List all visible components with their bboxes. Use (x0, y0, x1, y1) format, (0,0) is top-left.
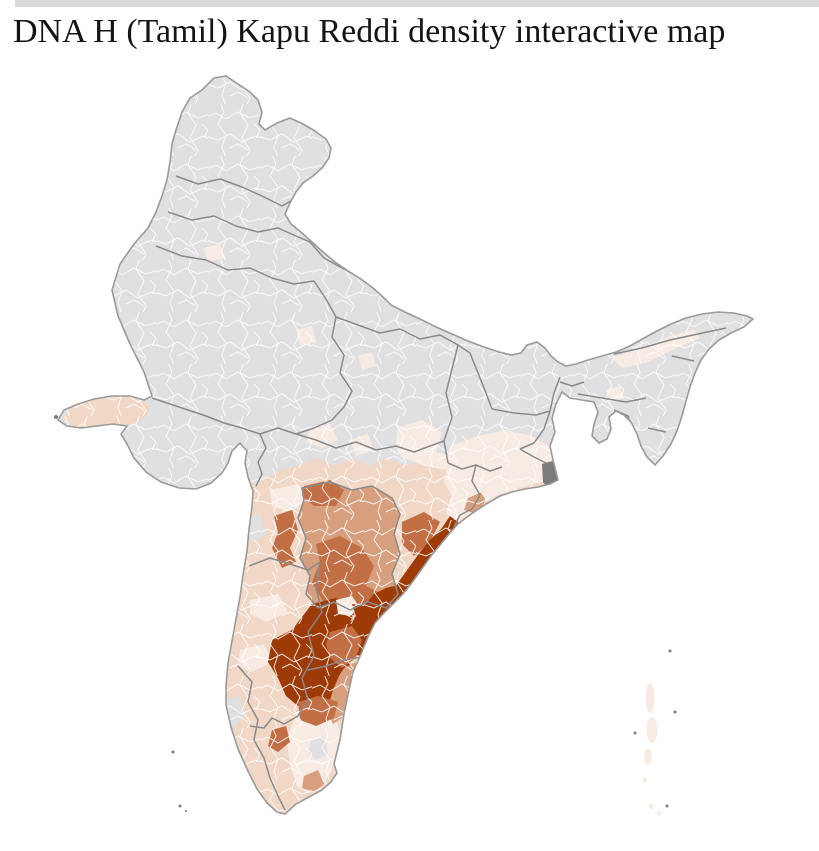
state-borders (151, 175, 727, 811)
page-title: DNA H (Tamil) Kapu Reddi density interac… (13, 13, 726, 50)
small-islets (54, 415, 677, 812)
top-bar (15, 0, 819, 7)
sundarbans-mangrove (542, 460, 564, 494)
choropleth-layer[interactable] (30, 60, 770, 840)
region-andaman-nicobar[interactable] (643, 683, 661, 816)
district-boundaries-mesh (58, 76, 753, 814)
